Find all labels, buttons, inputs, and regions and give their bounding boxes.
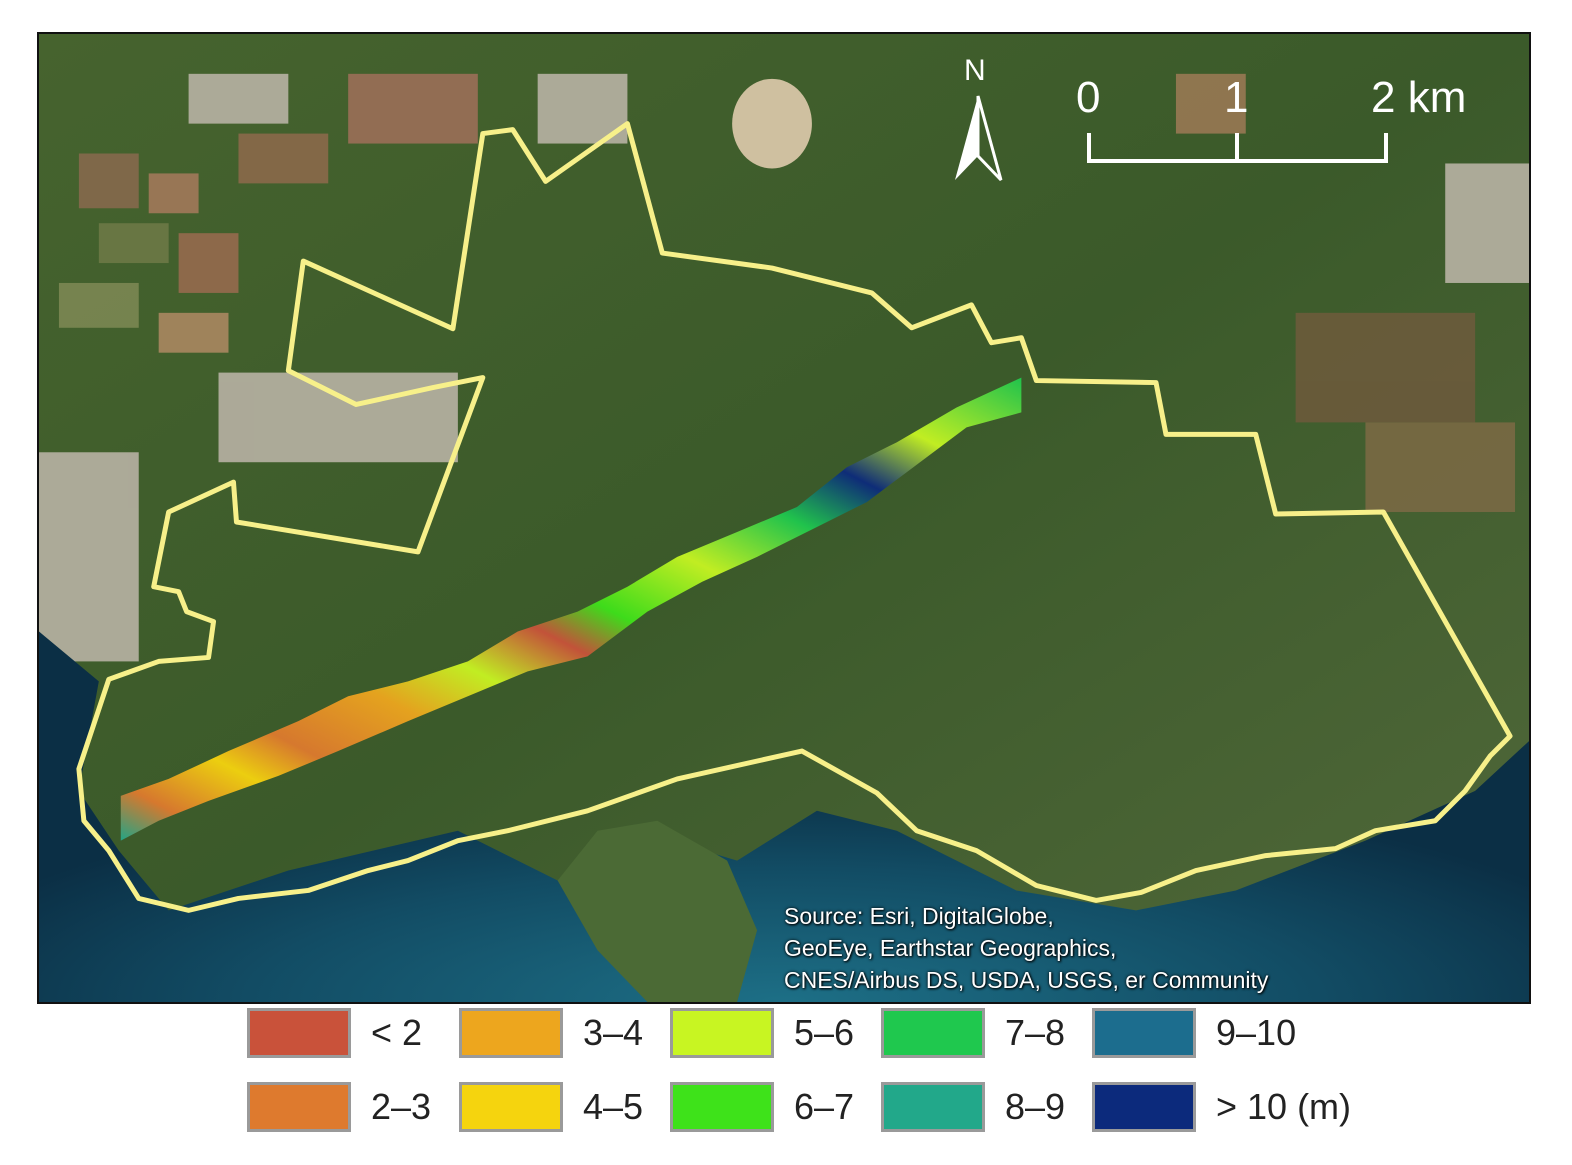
map-attribution: Source: Esri, DigitalGlobe, GeoEye, Eart… — [784, 900, 1404, 996]
legend: < 2 2–3 3–4 4–5 5–6 6–7 7–8 8–9 9–10 > 1… — [247, 1008, 1407, 1148]
legend-label: 4–5 — [583, 1086, 644, 1127]
legend-swatch — [247, 1082, 351, 1132]
legend-swatch — [670, 1082, 774, 1132]
legend-label: 6–7 — [794, 1086, 855, 1127]
legend-swatch — [459, 1082, 563, 1132]
legend-item: 8–9 — [881, 1082, 1086, 1138]
legend-label: 7–8 — [1005, 1012, 1066, 1053]
legend-item: 5–6 — [670, 1008, 875, 1064]
legend-label: > 10 (m) — [1216, 1086, 1352, 1127]
north-arrow-icon — [955, 95, 1003, 182]
scale-label-2km: 2 km — [1371, 73, 1467, 122]
legend-item: 9–10 — [1092, 1008, 1297, 1064]
legend-item: 4–5 — [459, 1082, 664, 1138]
canopy-height-strip — [120, 377, 1022, 841]
scale-label-0: 0 — [1076, 73, 1101, 122]
legend-item: > 10 (m) — [1092, 1082, 1351, 1138]
legend-item: 3–4 — [459, 1008, 664, 1064]
legend-label: 5–6 — [794, 1012, 855, 1053]
legend-item: 7–8 — [881, 1008, 1086, 1064]
legend-item: < 2 — [247, 1008, 452, 1064]
study-area-boundary — [76, 121, 1513, 913]
satellite-map — [39, 34, 1529, 1002]
legend-swatch — [881, 1082, 985, 1132]
legend-swatch — [1092, 1008, 1196, 1058]
legend-label: 8–9 — [1005, 1086, 1066, 1127]
legend-label: 9–10 — [1216, 1012, 1297, 1053]
legend-swatch — [459, 1008, 563, 1058]
legend-label: 3–4 — [583, 1012, 644, 1053]
map-frame: N 0 1 2 km Source: Esri, DigitalGlobe, G… — [37, 32, 1531, 1004]
attribution-line: CNES/Airbus DS, USDA, USGS, er Community — [784, 967, 1269, 993]
legend-swatch — [1092, 1082, 1196, 1132]
scale-bar — [1087, 133, 1388, 163]
urban-areas — [39, 73, 1529, 662]
north-arrow-letter: N — [964, 54, 986, 87]
legend-item: 6–7 — [670, 1082, 875, 1138]
legend-swatch — [881, 1008, 985, 1058]
legend-item: 2–3 — [247, 1082, 452, 1138]
attribution-line: Source: Esri, DigitalGlobe, — [784, 903, 1054, 929]
farmland-patches — [58, 73, 1516, 513]
legend-label: 2–3 — [371, 1086, 432, 1127]
scale-label-1: 1 — [1224, 73, 1249, 122]
legend-label: < 2 — [371, 1012, 423, 1053]
sea — [39, 631, 1529, 1002]
legend-swatch — [670, 1008, 774, 1058]
attribution-line: GeoEye, Earthstar Geographics, — [784, 935, 1117, 961]
legend-swatch — [247, 1008, 351, 1058]
